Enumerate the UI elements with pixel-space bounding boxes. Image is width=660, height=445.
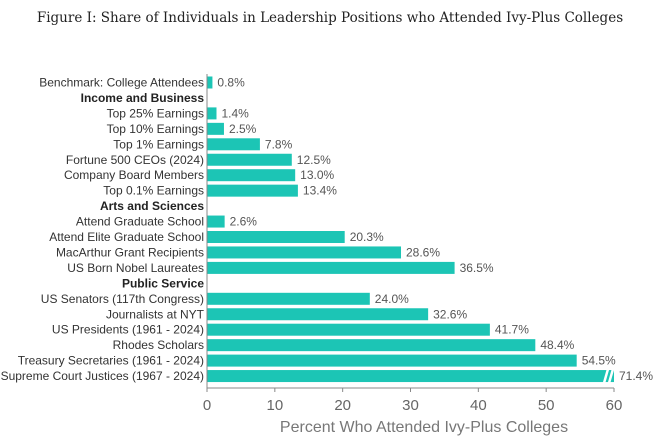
chart-rows: Benchmark: College Attendees 0.8% Income a…	[1, 76, 653, 384]
category-label: Rhodes Scholars	[113, 338, 204, 352]
group-header: Arts and Sciences	[100, 199, 204, 213]
category-label: US Presidents (1961 - 2024)	[52, 323, 204, 337]
bar	[207, 169, 296, 182]
data-label: 71.4%	[619, 369, 653, 383]
x-tick-label: 20	[334, 397, 351, 414]
bar	[207, 246, 402, 259]
data-label: 20.3%	[350, 230, 384, 244]
x-tick-label: 30	[402, 397, 419, 414]
data-label: 2.6%	[230, 215, 258, 229]
category-label: Top 10% Earnings	[107, 122, 204, 136]
x-tick-label: 10	[266, 397, 283, 414]
bar	[207, 122, 224, 135]
x-axis: 0 10 20 30 40 50 60	[203, 74, 623, 414]
category-label: Attend Graduate School	[76, 215, 204, 229]
bar	[207, 261, 455, 274]
data-label: 48.4%	[540, 338, 574, 352]
bar	[207, 138, 260, 151]
bar	[207, 292, 370, 305]
bar	[207, 184, 298, 197]
group-header: Public Service	[122, 276, 204, 290]
data-label: 32.6%	[433, 307, 467, 321]
data-label: 13.4%	[303, 184, 337, 198]
bar	[207, 107, 217, 120]
category-label: Company Board Members	[64, 168, 204, 182]
category-label: Benchmark: College Attendees	[39, 76, 204, 90]
data-label: 36.5%	[460, 261, 494, 275]
category-label: Supreme Court Justices (1967 - 2024)	[1, 369, 204, 383]
x-tick-label: 50	[538, 397, 555, 414]
axis-break-mark	[602, 368, 610, 384]
bar	[207, 339, 536, 352]
x-tick-label: 40	[470, 397, 487, 414]
data-label: 54.5%	[582, 354, 616, 368]
category-label: Fortune 500 CEOs (2024)	[66, 153, 204, 167]
bar	[207, 323, 490, 336]
bar	[207, 354, 577, 367]
category-label: Top 0.1% Earnings	[103, 184, 204, 198]
x-tick-label: 0	[203, 397, 211, 414]
category-label: Treasury Secretaries (1961 - 2024)	[18, 354, 204, 368]
data-label: 7.8%	[265, 137, 293, 151]
x-axis-label: Percent Who Attended Ivy-Plus Colleges	[280, 419, 568, 436]
data-label: 1.4%	[221, 106, 249, 120]
category-label: Top 25% Earnings	[107, 106, 204, 120]
data-label: 12.5%	[297, 153, 331, 167]
category-label: US Senators (117th Congress)	[41, 292, 204, 306]
category-label: Journalists at NYT	[106, 307, 205, 321]
category-label: Attend Elite Graduate School	[49, 230, 204, 244]
data-label: 41.7%	[495, 323, 529, 337]
bar	[207, 370, 614, 383]
axis-break-mark	[607, 368, 615, 384]
category-label: Top 1% Earnings	[113, 137, 204, 151]
category-label: US Born Nobel Laureates	[67, 261, 204, 275]
bar	[207, 76, 213, 89]
category-label: MacArthur Grant Recipients	[56, 245, 204, 259]
data-label: 0.8%	[217, 76, 245, 90]
data-label: 24.0%	[375, 292, 409, 306]
data-label: 2.5%	[229, 122, 257, 136]
bar	[207, 215, 225, 228]
data-label: 28.6%	[406, 245, 440, 259]
group-header: Income and Business	[81, 91, 205, 105]
bar	[207, 231, 345, 243]
chart-title: Figure I: Share of Individuals in Leader…	[36, 10, 624, 26]
bar	[207, 308, 429, 321]
data-label: 13.0%	[300, 168, 334, 182]
x-tick-label: 60	[606, 397, 623, 414]
bar	[207, 153, 292, 166]
